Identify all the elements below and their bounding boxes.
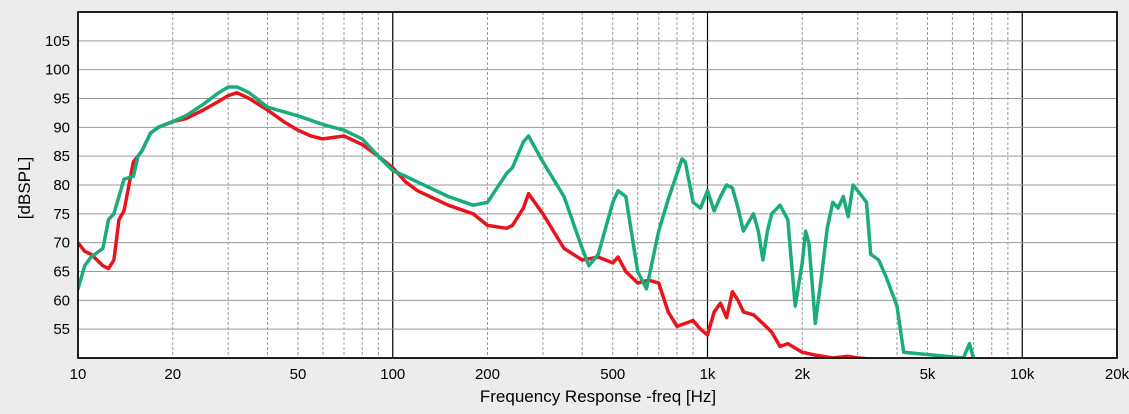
x-tick-labels: 10 20 50 100 200 500 1k 2k 5k 10k 20k — [70, 366, 1129, 383]
x-axis-label: Frequency Response -freq [Hz] — [480, 387, 716, 406]
y-axis-label: [dBSPL] — [15, 157, 34, 219]
x-tick-label: 50 — [290, 366, 307, 383]
x-tick-label: 20 — [164, 366, 181, 383]
x-tick-label: 2k — [794, 366, 810, 383]
y-tick-label: 95 — [53, 91, 70, 108]
x-tick-label: 10k — [1010, 366, 1035, 383]
x-tick-label: 200 — [475, 366, 500, 383]
y-tick-label: 85 — [53, 148, 70, 165]
x-tick-label: 5k — [920, 366, 936, 383]
y-tick-label: 60 — [53, 292, 70, 309]
x-tick-label: 500 — [600, 366, 625, 383]
y-tick-labels: 55 60 65 70 75 80 85 90 95 100 105 — [45, 33, 70, 338]
series-line-2 — [78, 85, 976, 358]
y-tick-label: 80 — [53, 177, 70, 194]
y-tick-label: 105 — [45, 33, 70, 50]
x-tick-label: 100 — [380, 366, 405, 383]
y-tick-label: 90 — [53, 119, 70, 136]
x-tick-label: 1k — [700, 366, 716, 383]
y-tick-label: 75 — [53, 206, 70, 223]
y-tick-label: 65 — [53, 264, 70, 281]
y-tick-label: 55 — [53, 321, 70, 338]
x-tick-label: 10 — [70, 366, 87, 383]
major-grid — [78, 12, 1117, 358]
x-tick-label: 20k — [1105, 366, 1129, 383]
series-layer — [78, 85, 976, 358]
plot-frame — [77, 11, 1118, 359]
y-tick-label: 100 — [45, 62, 70, 79]
y-tick-label: 70 — [53, 235, 70, 252]
